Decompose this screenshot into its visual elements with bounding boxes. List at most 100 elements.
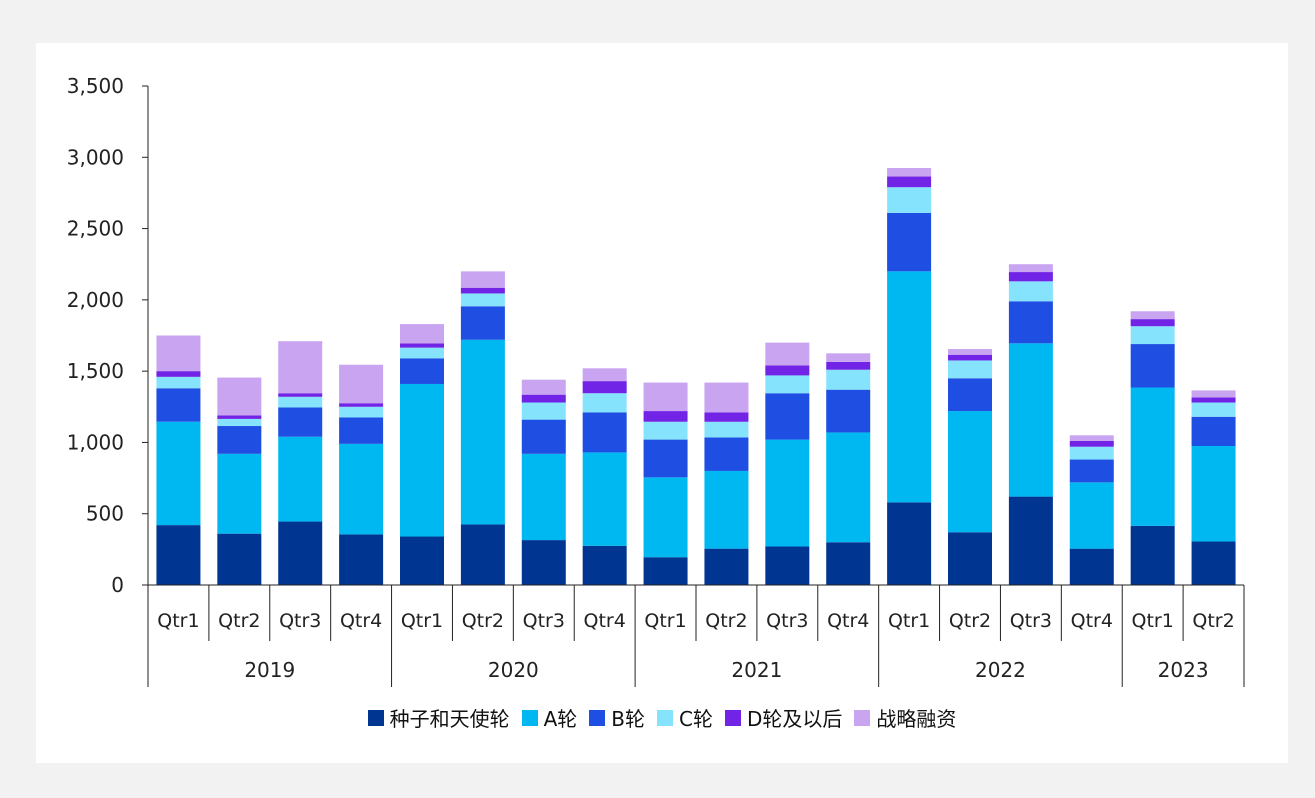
bar-segment-3-5 [339, 364, 384, 404]
x-tick-label-9: Qtr2 [705, 610, 747, 632]
legend-swatch-2 [589, 709, 606, 726]
bar-segment-3-3 [339, 406, 384, 418]
bar-segment-2-3 [278, 396, 323, 408]
y-tick-label-4: 2,000 [67, 288, 124, 312]
bar-segment-4-3 [400, 347, 444, 359]
bar-segment-11-4 [826, 361, 871, 370]
legend-swatch-1 [521, 709, 538, 726]
y-tick-label-5: 2,500 [67, 217, 124, 241]
bar-segment-10-3 [765, 375, 810, 394]
bar-segment-3-4 [339, 403, 384, 407]
legend-label-0: 种子和天使轮 [389, 707, 510, 731]
bar-segment-16-0 [1130, 525, 1175, 585]
bar-segment-15-3 [1069, 446, 1114, 460]
x-tick-label-8: Qtr1 [644, 610, 686, 632]
legend-item-0: 种子和天使轮 [367, 703, 510, 732]
bar-segment-17-2 [1191, 416, 1236, 446]
bar-segment-11-3 [826, 369, 871, 390]
bar-segment-1-2 [217, 426, 262, 454]
bar-segment-3-0 [339, 534, 384, 585]
y-tick-label-1: 500 [86, 502, 124, 526]
bar-segment-2-0 [278, 521, 323, 585]
bar-segment-14-0 [1008, 496, 1053, 585]
bar-segment-7-4 [582, 381, 627, 394]
legend-swatch-4 [724, 709, 741, 726]
bar-segment-1-5 [217, 377, 262, 416]
bar-segment-6-4 [521, 394, 566, 403]
bar-segment-17-0 [1191, 541, 1236, 585]
bar-segment-8-0 [643, 557, 688, 585]
x-tick-label-15: Qtr4 [1071, 610, 1113, 632]
legend-item-5: 战略融资 [854, 703, 956, 732]
legend-label-2: B轮 [611, 707, 646, 731]
bars-layer [156, 167, 1236, 585]
bar-segment-9-0 [704, 548, 749, 585]
bar-segment-14-4 [1008, 272, 1053, 282]
bar-segment-15-1 [1069, 482, 1114, 549]
bar-segment-16-2 [1130, 344, 1175, 388]
bar-segment-4-4 [400, 343, 444, 348]
bar-segment-9-4 [704, 412, 749, 422]
bar-segment-13-3 [948, 360, 992, 379]
bar-segment-16-4 [1130, 319, 1175, 327]
bar-segment-12-1 [887, 271, 932, 503]
bar-segment-17-3 [1191, 402, 1236, 417]
bar-segment-13-5 [948, 349, 992, 355]
bar-segment-9-2 [704, 437, 749, 471]
bar-segment-15-0 [1069, 548, 1114, 585]
bar-segment-4-5 [400, 324, 444, 344]
bar-segment-8-5 [643, 382, 688, 412]
bar-segment-1-4 [217, 415, 262, 419]
year-label-1: 2020 [488, 658, 539, 682]
bar-segment-2-5 [278, 341, 323, 394]
bar-segment-10-4 [765, 365, 810, 376]
x-tick-label-3: Qtr4 [340, 610, 382, 632]
bar-segment-14-3 [1008, 281, 1053, 302]
bar-segment-8-3 [643, 421, 688, 440]
x-tick-label-17: Qtr2 [1192, 610, 1234, 632]
legend-item-4: D轮及以后 [724, 703, 843, 732]
bar-segment-6-5 [521, 379, 566, 395]
bar-segment-11-2 [826, 389, 871, 433]
bar-segment-6-2 [521, 419, 566, 454]
legend-swatch-5 [854, 709, 871, 726]
bar-segment-6-3 [521, 402, 566, 420]
bar-segment-7-3 [582, 393, 627, 413]
bar-segment-11-5 [826, 353, 871, 362]
y-tick-label-7: 3,500 [67, 74, 124, 98]
bar-segment-15-2 [1069, 459, 1114, 483]
y-tick-label-0: 0 [111, 573, 124, 597]
x-tick-label-7: Qtr4 [584, 610, 626, 632]
y-tick-label-6: 3,000 [67, 145, 124, 169]
bar-segment-10-5 [765, 342, 810, 366]
bar-segment-0-0 [156, 525, 201, 585]
legend-label-5: 战略融资 [876, 707, 957, 731]
bar-segment-2-4 [278, 393, 323, 397]
bar-segment-16-3 [1130, 326, 1175, 345]
x-tick-label-11: Qtr4 [827, 610, 869, 632]
bar-segment-6-1 [521, 453, 566, 541]
bar-segment-0-3 [156, 376, 201, 389]
labels-layer: 0 500 1,000 1,500 2,000 2,500 3,000 3,500 Qtr1 Qt… [67, 74, 1235, 682]
x-tick-label-1: Qtr2 [218, 610, 260, 632]
bar-segment-3-2 [339, 417, 384, 444]
bar-segment-5-2 [460, 306, 505, 340]
bar-segment-7-5 [582, 368, 627, 382]
bar-segment-0-1 [156, 421, 201, 526]
bar-segment-5-0 [460, 524, 505, 585]
bar-segment-4-0 [400, 536, 444, 585]
legend-label-1: A轮 [543, 707, 578, 731]
bar-segment-9-1 [704, 470, 749, 549]
bar-segment-12-2 [887, 212, 932, 272]
legend-label-4: D轮及以后 [746, 707, 843, 731]
bar-segment-10-2 [765, 393, 810, 440]
bar-segment-15-5 [1069, 435, 1114, 441]
bar-segment-12-3 [887, 187, 932, 213]
x-tick-label-4: Qtr1 [401, 610, 443, 632]
bar-segment-1-0 [217, 533, 262, 585]
bar-segment-2-2 [278, 407, 323, 437]
year-label-2: 2021 [731, 658, 782, 682]
legend-item-1: A轮 [521, 703, 578, 732]
bar-segment-13-4 [948, 354, 992, 361]
bar-segment-4-2 [400, 358, 444, 384]
